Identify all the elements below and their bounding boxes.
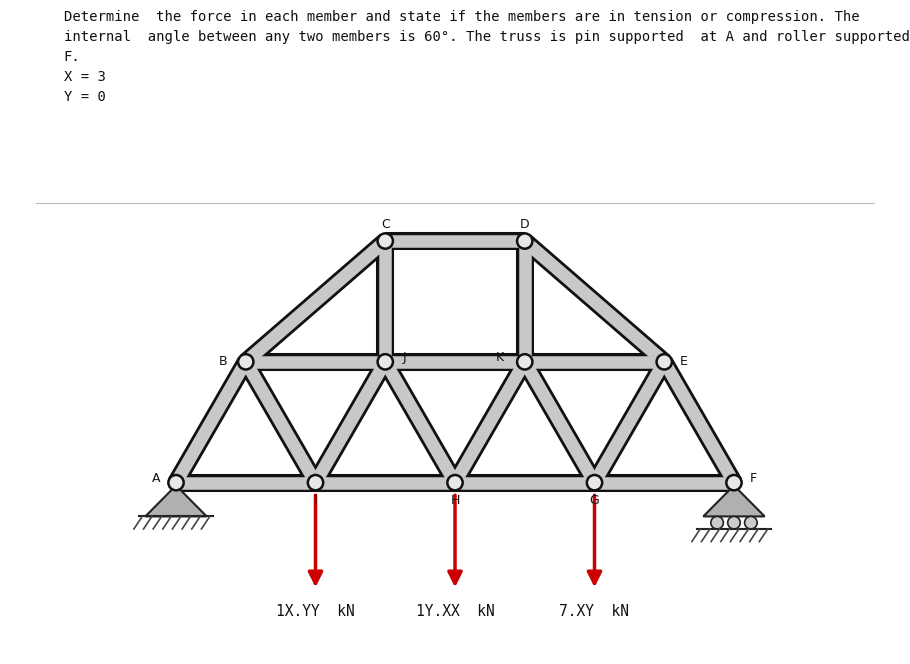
Circle shape [168,475,184,490]
Circle shape [517,233,532,249]
Polygon shape [703,485,764,517]
Circle shape [657,354,672,370]
Text: J: J [403,351,407,364]
Circle shape [711,517,723,529]
Text: G: G [590,494,600,507]
Circle shape [587,475,602,490]
Text: 1Y.XX  kN: 1Y.XX kN [416,604,494,619]
Circle shape [448,475,462,490]
Text: E: E [680,355,688,369]
Circle shape [378,233,393,249]
Text: A: A [152,472,161,485]
Text: F: F [750,472,757,485]
Polygon shape [146,485,207,517]
Circle shape [728,517,740,529]
Circle shape [726,475,742,490]
Circle shape [517,354,532,370]
Circle shape [308,475,323,490]
Text: I: I [314,494,318,507]
Circle shape [378,354,393,370]
Circle shape [238,354,253,370]
Text: 7.XY  kN: 7.XY kN [560,604,630,619]
Circle shape [744,517,757,529]
Text: C: C [381,218,389,231]
Text: 1X.YY  kN: 1X.YY kN [276,604,355,619]
Text: K: K [496,351,504,364]
Text: D: D [520,218,530,231]
Text: B: B [219,355,228,369]
Text: Determine  the force in each member and state if the members are in tension or c: Determine the force in each member and s… [64,10,910,104]
Text: H: H [450,494,460,507]
